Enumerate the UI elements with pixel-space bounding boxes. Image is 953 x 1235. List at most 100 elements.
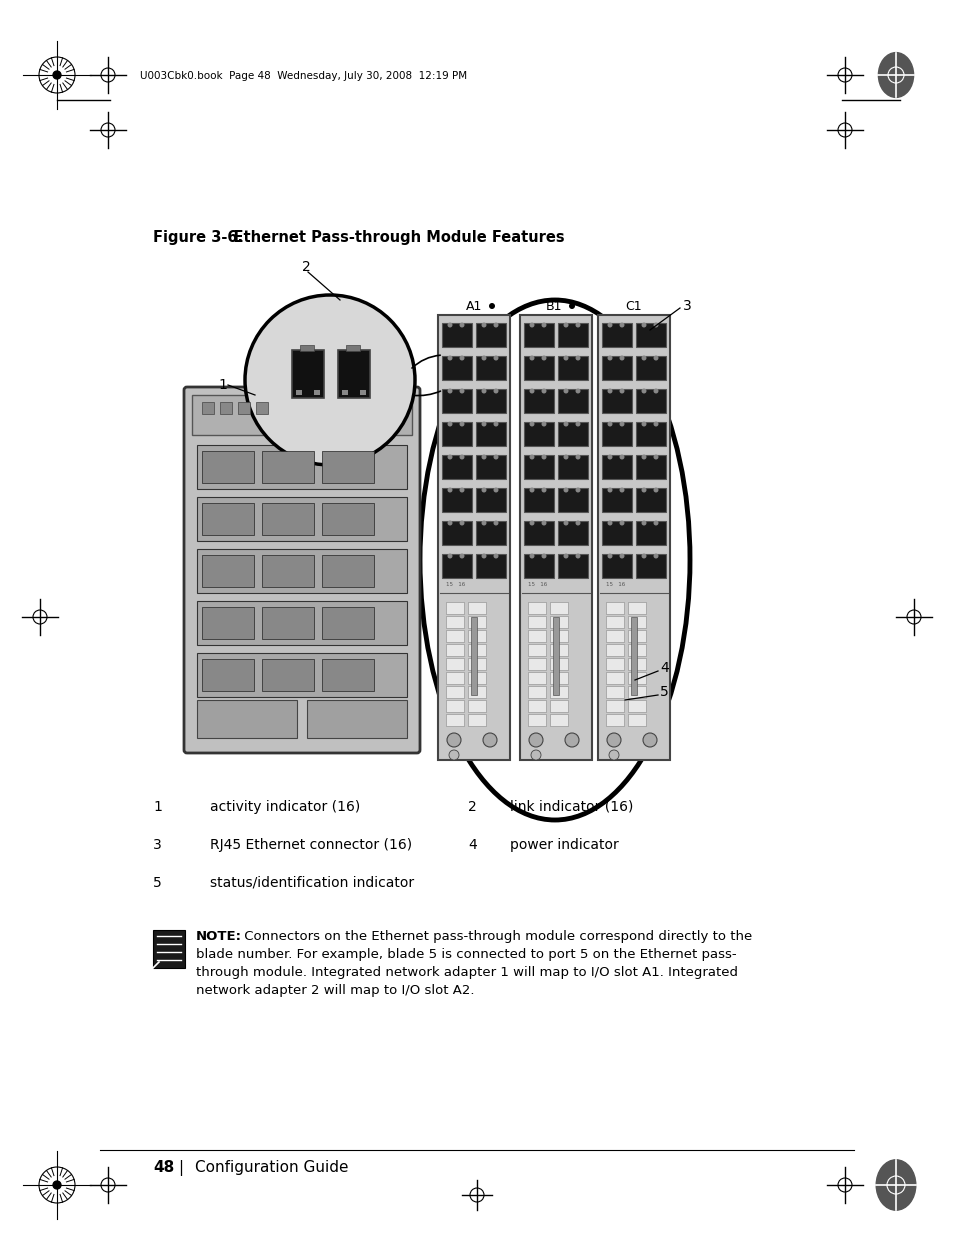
Bar xyxy=(550,643,567,656)
Circle shape xyxy=(618,322,624,327)
Bar xyxy=(523,454,554,479)
Bar xyxy=(468,630,485,642)
Circle shape xyxy=(529,454,534,459)
Bar xyxy=(527,700,545,713)
Bar xyxy=(605,643,623,656)
Circle shape xyxy=(607,322,612,327)
Circle shape xyxy=(493,389,498,394)
Circle shape xyxy=(563,454,568,459)
Bar xyxy=(558,356,587,380)
Bar xyxy=(601,324,631,347)
Circle shape xyxy=(53,72,61,79)
Bar xyxy=(196,550,407,593)
Bar xyxy=(476,555,505,578)
Bar xyxy=(627,643,645,656)
Bar xyxy=(601,488,631,513)
Bar xyxy=(523,555,554,578)
Circle shape xyxy=(481,389,486,394)
Bar xyxy=(322,659,374,692)
Circle shape xyxy=(618,520,624,526)
Bar xyxy=(446,616,463,629)
Text: Connectors on the Ethernet pass-through module correspond directly to the: Connectors on the Ethernet pass-through … xyxy=(240,930,752,944)
Bar xyxy=(441,521,472,545)
Circle shape xyxy=(640,322,646,327)
Bar xyxy=(605,672,623,684)
Circle shape xyxy=(575,421,579,426)
Bar xyxy=(196,445,407,489)
Circle shape xyxy=(481,520,486,526)
Circle shape xyxy=(447,488,452,493)
Bar xyxy=(202,403,213,414)
Bar xyxy=(237,403,250,414)
Bar xyxy=(527,714,545,726)
Bar xyxy=(550,700,567,713)
Bar xyxy=(468,601,485,614)
Circle shape xyxy=(459,421,464,426)
Text: |: | xyxy=(178,1160,183,1176)
Bar xyxy=(605,601,623,614)
Bar xyxy=(523,356,554,380)
Circle shape xyxy=(481,454,486,459)
Bar xyxy=(527,601,545,614)
Circle shape xyxy=(541,389,546,394)
Bar xyxy=(601,422,631,446)
Bar xyxy=(527,630,545,642)
Text: 2: 2 xyxy=(302,261,311,274)
Bar xyxy=(627,658,645,671)
Circle shape xyxy=(640,421,646,426)
Bar xyxy=(220,403,232,414)
Bar xyxy=(292,350,324,398)
Bar xyxy=(322,451,374,483)
Bar xyxy=(558,555,587,578)
Circle shape xyxy=(541,488,546,493)
Bar xyxy=(337,350,370,398)
Circle shape xyxy=(575,520,579,526)
Circle shape xyxy=(447,322,452,327)
Bar xyxy=(262,451,314,483)
Bar xyxy=(527,685,545,698)
Bar xyxy=(262,503,314,535)
Circle shape xyxy=(447,356,452,361)
Bar xyxy=(601,555,631,578)
Circle shape xyxy=(459,454,464,459)
Circle shape xyxy=(447,454,452,459)
Bar xyxy=(262,659,314,692)
Bar xyxy=(558,488,587,513)
Circle shape xyxy=(568,303,575,309)
Circle shape xyxy=(653,356,658,361)
Text: NOTE:: NOTE: xyxy=(195,930,242,944)
Bar xyxy=(550,672,567,684)
Circle shape xyxy=(575,488,579,493)
Bar xyxy=(636,422,665,446)
Bar xyxy=(262,606,314,638)
Circle shape xyxy=(481,488,486,493)
Bar xyxy=(314,390,319,395)
Circle shape xyxy=(607,356,612,361)
Text: Ethernet Pass-through Module Features: Ethernet Pass-through Module Features xyxy=(213,230,564,245)
Bar xyxy=(605,616,623,629)
Text: through module. Integrated network adapter 1 will map to I/O slot A1. Integrated: through module. Integrated network adapt… xyxy=(195,966,738,979)
Bar xyxy=(468,658,485,671)
Text: power indicator: power indicator xyxy=(510,839,618,852)
Circle shape xyxy=(607,421,612,426)
Circle shape xyxy=(245,295,415,466)
Circle shape xyxy=(459,389,464,394)
Circle shape xyxy=(640,553,646,558)
Circle shape xyxy=(493,454,498,459)
Bar xyxy=(636,555,665,578)
Circle shape xyxy=(640,454,646,459)
Bar xyxy=(476,324,505,347)
Circle shape xyxy=(563,389,568,394)
Circle shape xyxy=(607,389,612,394)
Bar xyxy=(446,700,463,713)
Circle shape xyxy=(606,734,620,747)
Bar xyxy=(558,521,587,545)
Circle shape xyxy=(447,389,452,394)
Bar xyxy=(550,630,567,642)
Circle shape xyxy=(575,322,579,327)
Bar xyxy=(196,653,407,697)
Circle shape xyxy=(493,322,498,327)
Bar xyxy=(152,930,185,968)
Bar xyxy=(527,672,545,684)
Circle shape xyxy=(529,322,534,327)
